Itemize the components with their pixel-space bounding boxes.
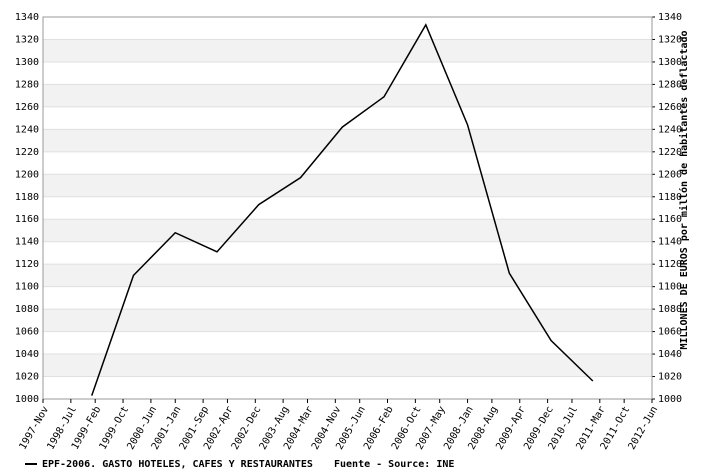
y-tick-label: 1100 xyxy=(15,282,39,293)
y-tick-label: 1120 xyxy=(15,259,39,270)
grid-band xyxy=(43,84,652,107)
y2-tick-label: 1100 xyxy=(658,282,682,293)
plot-frame xyxy=(42,16,653,400)
y2-tick-label: 1140 xyxy=(658,237,682,248)
source-note: Fuente - Source: INE xyxy=(334,459,454,470)
y-tick-label: 1080 xyxy=(15,304,39,315)
y-tick-label: 1180 xyxy=(15,192,39,203)
line-series xyxy=(91,23,594,396)
y-tick-label: 1260 xyxy=(15,102,39,113)
y2-tick-label: 1080 xyxy=(658,304,682,315)
grid-band xyxy=(43,264,652,287)
y2-tick-label: 1320 xyxy=(658,34,682,45)
y-tick-label: 1060 xyxy=(15,327,39,338)
y2-tick-label: 1120 xyxy=(658,259,682,270)
y2-tick-label: 1260 xyxy=(658,102,682,113)
y-tick-label: 1220 xyxy=(15,147,39,158)
grid-band xyxy=(43,219,652,242)
grid-band xyxy=(43,174,652,197)
y2-tick-label: 1180 xyxy=(658,192,682,203)
y-tick-label: 1140 xyxy=(15,237,39,248)
grid-band xyxy=(43,39,652,62)
y2-tick-label: 1060 xyxy=(658,327,682,338)
y-tick-label: 1000 xyxy=(15,394,39,405)
y2-tick-label: 1220 xyxy=(658,147,682,158)
y2-tick-label: 1340 xyxy=(658,12,682,23)
y2-tick-label: 1040 xyxy=(658,349,682,360)
y-tick-label: 1020 xyxy=(15,372,39,383)
grid-band xyxy=(43,354,652,377)
y2-tick-label: 1300 xyxy=(658,57,682,68)
y-tick-label: 1160 xyxy=(15,214,39,225)
y2-tick-label: 1000 xyxy=(658,394,682,405)
y-tick-label: 1200 xyxy=(15,169,39,180)
y2-tick-label: 1160 xyxy=(658,214,682,225)
y-tick-label: 1280 xyxy=(15,79,39,90)
grid-band xyxy=(43,309,652,332)
y-tick-label: 1300 xyxy=(15,57,39,68)
y2-tick-label: 1020 xyxy=(658,372,682,383)
y-tick-label: 1320 xyxy=(15,34,39,45)
grid-band xyxy=(43,129,652,152)
y2-tick-label: 1240 xyxy=(658,124,682,135)
y-tick-label: 1240 xyxy=(15,124,39,135)
legend-label: EPF-2006. GASTO HOTELES, CAFES Y RESTAUR… xyxy=(42,459,313,470)
x-tick-label: 2012-Jun xyxy=(627,405,661,452)
y-tick-label: 1040 xyxy=(15,349,39,360)
y2-tick-label: 1280 xyxy=(658,79,682,90)
y-tick-label: 1340 xyxy=(15,12,39,23)
y-axis-label: MILLONES DE EUROS por millón de habitant… xyxy=(678,30,690,349)
y2-tick-label: 1200 xyxy=(658,169,682,180)
